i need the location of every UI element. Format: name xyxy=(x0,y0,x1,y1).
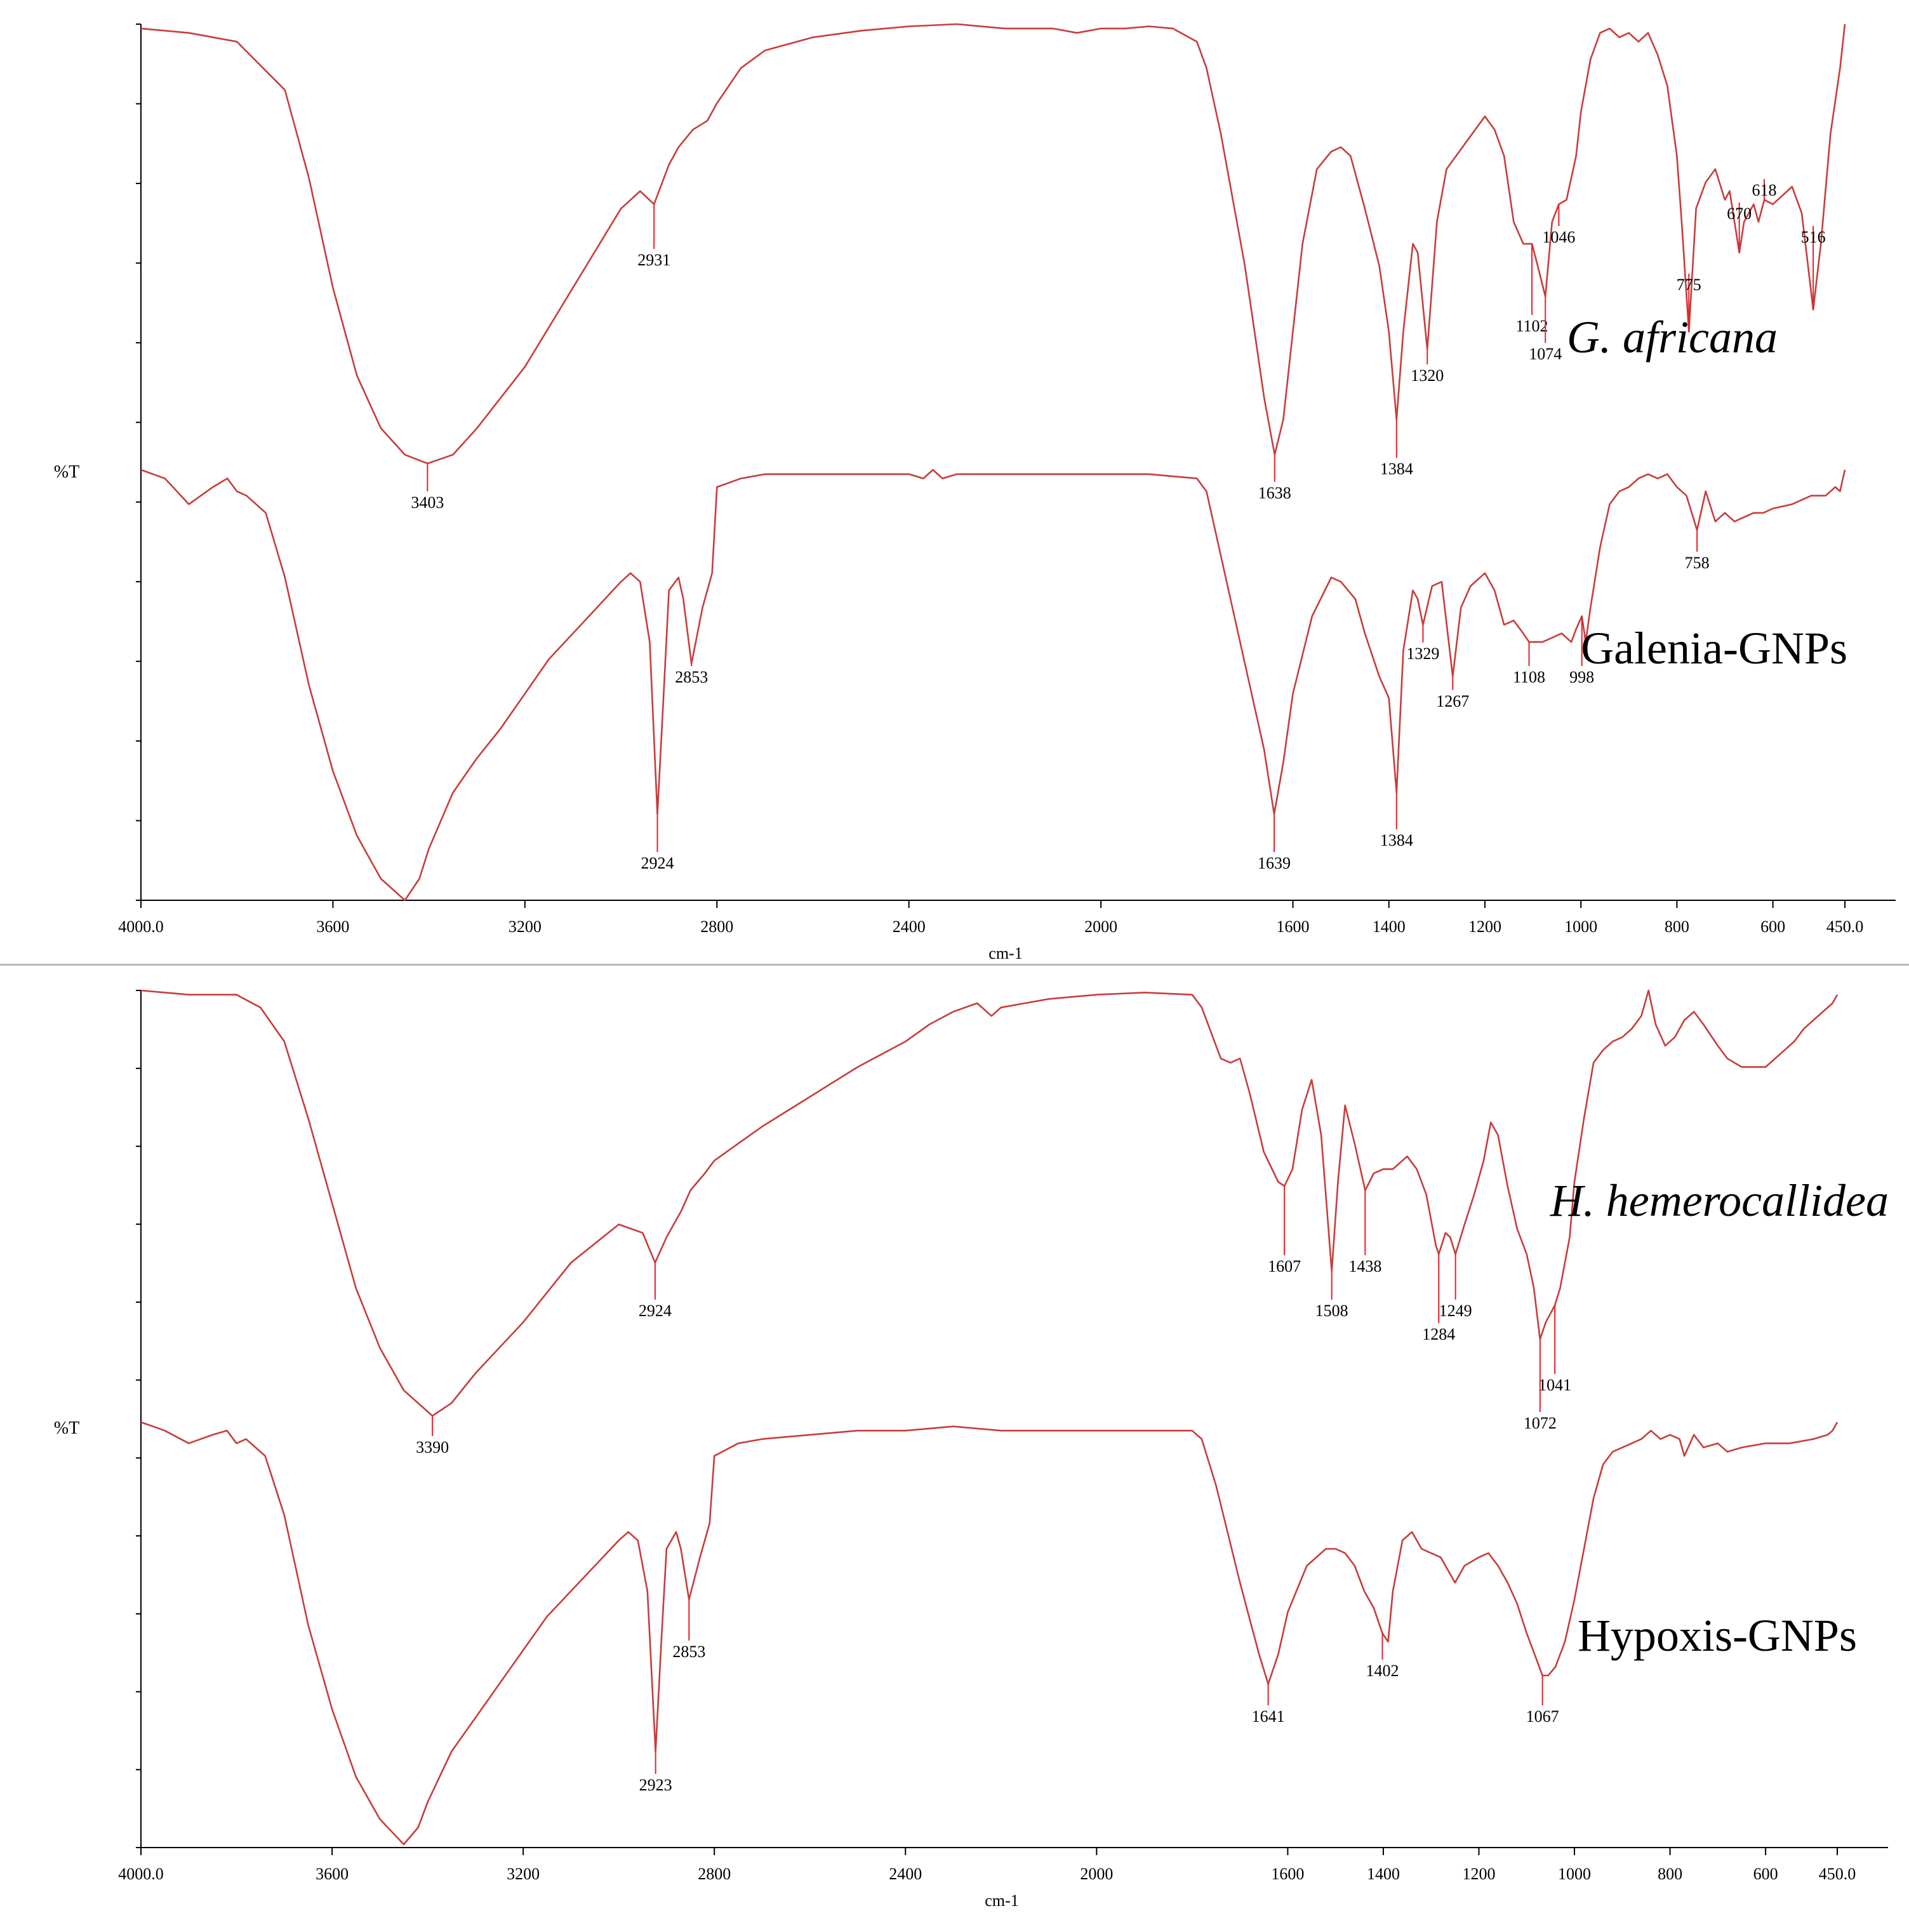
x-tick-label: 1000 xyxy=(1558,1865,1591,1883)
peak-label: 3403 xyxy=(411,493,444,512)
peak-label: 670 xyxy=(1727,204,1752,223)
series-name-label: G. africana xyxy=(1567,312,1778,363)
peak-label: 1438 xyxy=(1348,1257,1381,1276)
x-tick-label: 2400 xyxy=(889,1865,922,1883)
x-axis-label: cm-1 xyxy=(988,944,1022,963)
peak-label: 1249 xyxy=(1439,1302,1472,1320)
peak-label: 1102 xyxy=(1516,317,1548,335)
peak-label: 1329 xyxy=(1406,644,1439,663)
series-name-label: Hypoxis-GNPs xyxy=(1578,1610,1857,1661)
x-tick-label: 800 xyxy=(1665,917,1689,936)
peak-label: 2923 xyxy=(639,1776,672,1794)
peak-label: 1402 xyxy=(1366,1662,1399,1680)
peak-label: 758 xyxy=(1685,554,1710,572)
x-tick-label: 3600 xyxy=(316,917,349,936)
x-tick-label: 450.0 xyxy=(1819,1865,1856,1883)
peak-label: 1041 xyxy=(1538,1376,1571,1394)
y-axis-label: %T xyxy=(54,462,79,482)
x-tick-label: 4000.0 xyxy=(118,917,164,936)
x-tick-label: 2800 xyxy=(698,1865,731,1883)
x-tick-label: 1200 xyxy=(1468,917,1501,936)
peak-label: 1639 xyxy=(1258,854,1291,872)
chart-panel-2: 4000.0 3600 3200 2800 2400 2000 1600 1400 1200 10… xyxy=(54,989,1889,1910)
x-axis-label: cm-1 xyxy=(985,1891,1018,1910)
peak-label: 2853 xyxy=(675,668,708,686)
series-line-4 xyxy=(140,1421,1839,1846)
peak-label: 1074 xyxy=(1529,345,1562,363)
peak-label: 516 xyxy=(1801,228,1826,246)
peak-label: 2924 xyxy=(641,854,674,872)
x-tick-label: 3200 xyxy=(509,917,542,936)
peak-label: 1508 xyxy=(1315,1302,1348,1320)
series-line-2 xyxy=(140,469,1846,902)
x-tick-label: 1400 xyxy=(1373,917,1406,936)
y-axis-label: %T xyxy=(54,1418,79,1438)
peak-label: 2924 xyxy=(639,1302,672,1320)
peak-label: 1067 xyxy=(1526,1707,1559,1726)
peak-label: 1607 xyxy=(1268,1257,1301,1276)
x-tick-label: 800 xyxy=(1658,1865,1682,1883)
peak-label: 1046 xyxy=(1542,228,1575,246)
x-tick-label: 2000 xyxy=(1080,1865,1113,1883)
peak-label: 3390 xyxy=(416,1438,449,1456)
x-tick-label: 600 xyxy=(1760,917,1785,936)
peak-label: 998 xyxy=(1569,668,1594,686)
x-tick-label: 3200 xyxy=(507,1865,540,1883)
series-name-label: Galenia-GNPs xyxy=(1581,623,1847,674)
peak-label: 1320 xyxy=(1411,366,1444,385)
peak-label: 1284 xyxy=(1422,1325,1455,1343)
peak-label: 1267 xyxy=(1436,692,1469,710)
x-tick-label: 3600 xyxy=(316,1865,349,1883)
x-tick-label: 1600 xyxy=(1277,917,1310,936)
x-tick-label: 1000 xyxy=(1564,917,1597,936)
peak-label: 618 xyxy=(1752,181,1776,199)
x-tick-label: 2400 xyxy=(893,917,926,936)
x-tick-label: 450.0 xyxy=(1826,917,1864,936)
x-tick-label: 600 xyxy=(1753,1865,1778,1883)
x-tick-label: 4000.0 xyxy=(118,1865,164,1883)
x-tick-label: 1600 xyxy=(1271,1865,1304,1883)
peak-label: 1384 xyxy=(1380,460,1413,478)
peak-label: 1384 xyxy=(1380,831,1413,849)
peak-label: 1641 xyxy=(1252,1707,1285,1726)
panel-separator xyxy=(0,964,1909,966)
peak-label: 1072 xyxy=(1524,1414,1557,1432)
series-name-label: H. hemerocallidea xyxy=(1550,1175,1889,1226)
x-tick-label: 1200 xyxy=(1462,1865,1495,1883)
x-tick-label: 2000 xyxy=(1084,917,1117,936)
peak-label: 1108 xyxy=(1513,668,1545,686)
series-line-1 xyxy=(140,23,1846,465)
peak-label: 2931 xyxy=(637,251,670,269)
chart-panel-1: 4000.0 3600 3200 2800 2400 2000 1600 1400 1200 10… xyxy=(54,23,1896,963)
x-tick-label: 2800 xyxy=(700,917,733,936)
x-tick-label: 1400 xyxy=(1367,1865,1400,1883)
peak-label: 2853 xyxy=(672,1642,705,1661)
series-line-3 xyxy=(140,989,1839,1417)
peak-label: 775 xyxy=(1677,276,1701,294)
peak-label: 1638 xyxy=(1258,484,1291,502)
